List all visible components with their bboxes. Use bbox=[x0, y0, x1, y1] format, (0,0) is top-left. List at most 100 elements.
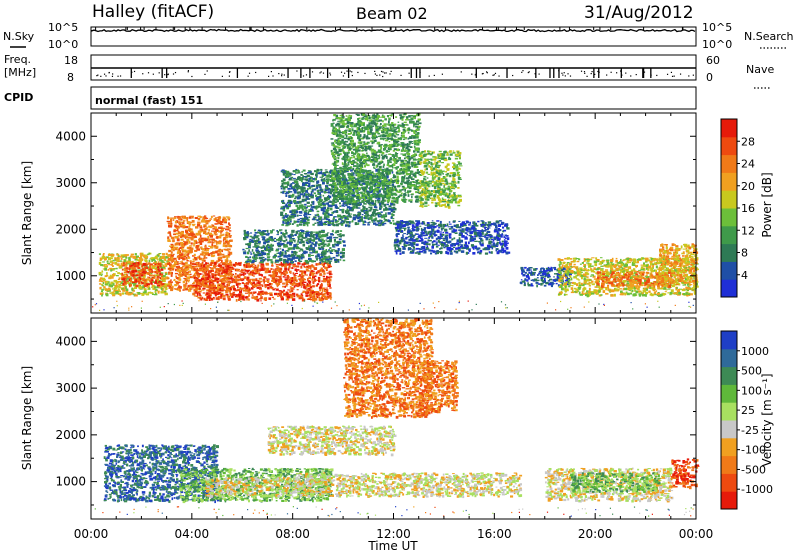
echo-cell bbox=[280, 235, 283, 238]
echo-cell bbox=[184, 275, 187, 278]
echo-cell bbox=[316, 258, 318, 261]
echo-cell bbox=[339, 259, 342, 261]
echo-cell bbox=[183, 236, 187, 238]
echo-cell bbox=[301, 217, 305, 220]
echo-cell bbox=[218, 253, 222, 256]
echo-cell bbox=[132, 255, 136, 259]
echo-cell bbox=[283, 274, 287, 276]
echo-cell bbox=[295, 168, 298, 171]
echo-cell bbox=[203, 278, 208, 282]
echo-cell bbox=[319, 216, 323, 219]
echo-cell bbox=[303, 194, 306, 196]
echo-cell bbox=[278, 292, 282, 296]
echo-cell bbox=[283, 258, 287, 262]
echo-cell bbox=[120, 256, 123, 258]
echo-cell bbox=[270, 283, 273, 285]
echo-cell bbox=[338, 233, 342, 236]
echo-cell bbox=[178, 231, 182, 235]
echo-cell bbox=[359, 173, 363, 176]
echo-cell bbox=[298, 241, 301, 244]
echo-cell bbox=[281, 170, 285, 173]
echo-cell bbox=[178, 278, 182, 281]
echo-cell bbox=[253, 257, 257, 260]
echo-cell bbox=[314, 278, 316, 280]
nave-point bbox=[142, 73, 144, 75]
echo-cell bbox=[142, 267, 146, 269]
echo-cell bbox=[342, 259, 346, 262]
nave-point bbox=[635, 73, 637, 76]
echo-cell bbox=[255, 259, 258, 261]
echo-cell bbox=[284, 229, 287, 232]
echo-cell bbox=[157, 268, 160, 271]
echo-cell bbox=[227, 278, 232, 280]
echo-cell bbox=[126, 274, 129, 276]
echo-cell bbox=[323, 272, 326, 275]
echo-cell bbox=[124, 271, 128, 274]
echo-cell bbox=[132, 293, 136, 296]
echo-cell bbox=[318, 280, 321, 283]
echo-cell bbox=[307, 240, 312, 243]
echo-cell bbox=[418, 122, 422, 125]
echo-cell bbox=[324, 266, 328, 270]
echo-cell bbox=[349, 196, 353, 198]
echo-cell bbox=[162, 275, 166, 278]
echo-cell bbox=[211, 267, 214, 270]
echo-cell bbox=[254, 264, 257, 267]
echo-cell bbox=[281, 265, 284, 268]
echo-cell bbox=[371, 189, 374, 192]
echo-cell bbox=[183, 277, 187, 280]
echo-cell bbox=[266, 256, 270, 259]
echo-cell bbox=[224, 218, 228, 221]
echo-cell bbox=[258, 277, 262, 280]
echo-cell bbox=[142, 291, 146, 294]
echo-cell bbox=[311, 264, 314, 266]
echo-cell bbox=[373, 202, 377, 206]
echo-cell bbox=[289, 286, 292, 288]
echo-cell bbox=[299, 193, 304, 196]
echo-cell bbox=[128, 261, 132, 264]
echo-cell bbox=[303, 173, 308, 175]
echo-cell bbox=[348, 185, 352, 189]
echo-cell bbox=[295, 257, 299, 259]
nave-point bbox=[481, 73, 483, 75]
nsky-tick-bottom: 10^0 bbox=[48, 38, 78, 51]
echo-cell bbox=[347, 212, 350, 216]
echo-cell bbox=[114, 261, 118, 265]
echo-cell bbox=[334, 201, 337, 204]
echo-cell bbox=[325, 256, 328, 259]
echo-cell bbox=[336, 230, 340, 233]
echo-cell bbox=[315, 279, 318, 281]
echo-cell bbox=[276, 293, 278, 296]
echo-cell bbox=[221, 269, 225, 273]
echo-cell bbox=[118, 265, 122, 269]
echo-cell bbox=[301, 270, 305, 273]
echo-cell bbox=[296, 201, 299, 204]
echo-cell bbox=[253, 279, 256, 281]
echo-cell bbox=[226, 260, 229, 263]
echo-cell bbox=[347, 189, 350, 191]
echo-cell bbox=[313, 279, 317, 282]
echo-cell bbox=[325, 297, 328, 300]
echo-cell bbox=[150, 292, 154, 294]
echo-cell bbox=[290, 183, 293, 185]
echo-cell bbox=[332, 244, 335, 247]
echo-cell bbox=[383, 125, 387, 127]
echo-cell bbox=[237, 289, 240, 291]
echo-cell bbox=[185, 261, 188, 264]
echo-cell bbox=[308, 295, 311, 297]
echo-cell bbox=[384, 206, 388, 209]
echo-cell bbox=[386, 187, 388, 189]
echo-cell bbox=[294, 209, 298, 212]
echo-cell bbox=[410, 200, 413, 203]
nave-point bbox=[283, 74, 285, 76]
echo-cell bbox=[378, 212, 381, 215]
echo-cell bbox=[323, 289, 326, 292]
echo-cell bbox=[224, 274, 228, 276]
echo-cell bbox=[196, 269, 200, 272]
nave-point bbox=[474, 74, 476, 76]
nave-point bbox=[349, 70, 351, 72]
echo-cell bbox=[249, 264, 252, 266]
echo-cell bbox=[328, 236, 333, 239]
echo-cell bbox=[321, 251, 325, 255]
echo-cell bbox=[202, 292, 206, 294]
